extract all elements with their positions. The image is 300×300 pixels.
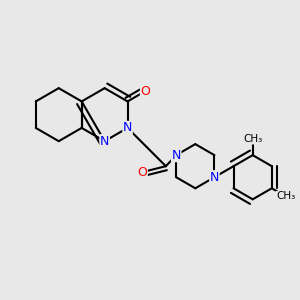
Text: N: N bbox=[100, 135, 109, 148]
Text: N: N bbox=[210, 171, 219, 184]
Text: N: N bbox=[172, 149, 181, 162]
Text: CH₃: CH₃ bbox=[243, 134, 262, 144]
Text: O: O bbox=[140, 85, 150, 98]
Text: CH₃: CH₃ bbox=[276, 191, 296, 201]
Text: N: N bbox=[123, 122, 132, 134]
Text: O: O bbox=[137, 166, 147, 178]
